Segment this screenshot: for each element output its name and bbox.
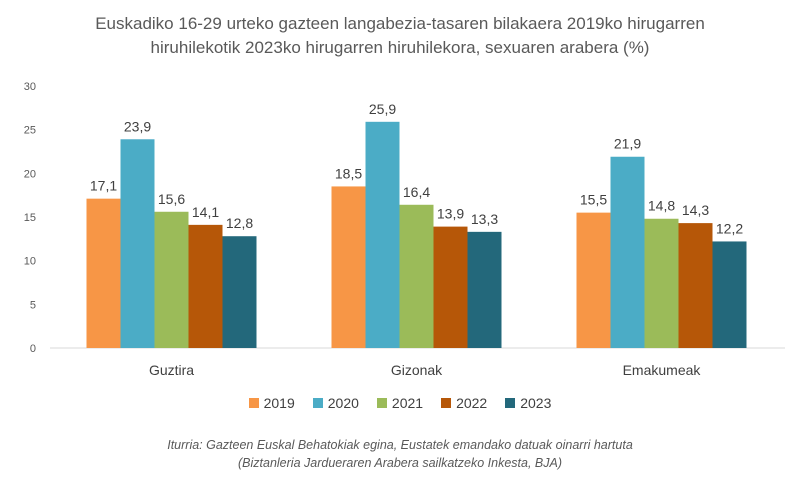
legend-swatch [312, 398, 323, 408]
bar-2020-gizonak [365, 121, 400, 348]
y-tick-label: 5 [30, 299, 36, 311]
data-label: 25,9 [369, 101, 396, 117]
chart-title-line-2: hiruhilekotik 2023ko hirugarren hiruhile… [150, 38, 650, 57]
legend-item-2021: 2021 [376, 395, 424, 411]
bar-2023-gizonak [467, 231, 502, 348]
legend-label: 2021 [391, 395, 424, 411]
y-tick-label: 30 [24, 81, 36, 93]
legend-item-2023: 2023 [505, 395, 551, 411]
data-label: 23,9 [124, 118, 151, 134]
y-tick-label: 15 [24, 212, 36, 224]
data-label: 14,8 [648, 198, 675, 214]
legend-swatch [505, 398, 516, 408]
bar-2021-guztira [154, 211, 189, 348]
x-category-label: Emakumeak [623, 362, 702, 378]
data-label: 12,8 [226, 215, 253, 231]
bar-2019-emakumeak [576, 212, 611, 348]
x-category-label: Gizonak [391, 362, 443, 378]
data-label: 16,4 [403, 184, 430, 200]
legend-label: 2022 [456, 395, 488, 411]
legend-swatch [248, 398, 259, 408]
legend-item-2022: 2022 [441, 395, 487, 411]
bar-2020-emakumeak [610, 156, 645, 348]
data-label: 15,5 [580, 192, 607, 208]
legend-label: 2019 [263, 395, 295, 411]
data-label: 13,9 [437, 206, 464, 222]
y-tick-label: 10 [24, 256, 36, 268]
legend-item-2019: 2019 [248, 395, 295, 411]
legend-label: 2020 [327, 395, 359, 411]
chart-title-line-1: Euskadiko 16-29 urteko gazteen langabezi… [95, 14, 705, 33]
bar-2023-emakumeak [712, 241, 747, 348]
data-label: 14,1 [192, 204, 219, 220]
bar-2021-gizonak [399, 204, 434, 348]
bar-2019-gizonak [331, 186, 366, 348]
legend-label: 2023 [520, 395, 552, 411]
data-label: 18,5 [335, 165, 362, 181]
bar-2022-guztira [188, 224, 223, 348]
y-tick-label: 25 [24, 125, 36, 137]
data-label: 12,2 [716, 220, 743, 236]
legend-item-2020: 2020 [312, 395, 359, 411]
x-category-label: Guztira [149, 362, 194, 378]
data-label: 17,1 [90, 178, 117, 194]
y-tick-label: 20 [24, 168, 36, 180]
data-label: 21,9 [614, 136, 641, 152]
source-note: Iturria: Gazteen Euskal Behatokiak egina… [0, 436, 800, 472]
legend-swatch [376, 398, 387, 408]
legend: 2019 2020 2021 2022 2023 [0, 395, 800, 411]
data-label: 13,3 [471, 211, 498, 227]
source-line-2: (Biztanleria Jardueraren Arabera sailkat… [238, 456, 562, 470]
bar-2023-guztira [222, 236, 257, 348]
bar-2021-emakumeak [644, 218, 679, 348]
bar-2020-guztira [120, 139, 155, 348]
data-label: 14,3 [682, 202, 709, 218]
chart-title: Euskadiko 16-29 urteko gazteen langabezi… [0, 12, 800, 60]
legend-swatch [441, 398, 452, 408]
bar-2022-emakumeak [678, 223, 713, 348]
source-line-1: Iturria: Gazteen Euskal Behatokiak egina… [167, 438, 633, 452]
data-label: 15,6 [158, 191, 185, 207]
y-tick-label: 0 [30, 343, 36, 355]
bar-2019-guztira [86, 198, 121, 348]
bar-2022-gizonak [433, 226, 468, 348]
